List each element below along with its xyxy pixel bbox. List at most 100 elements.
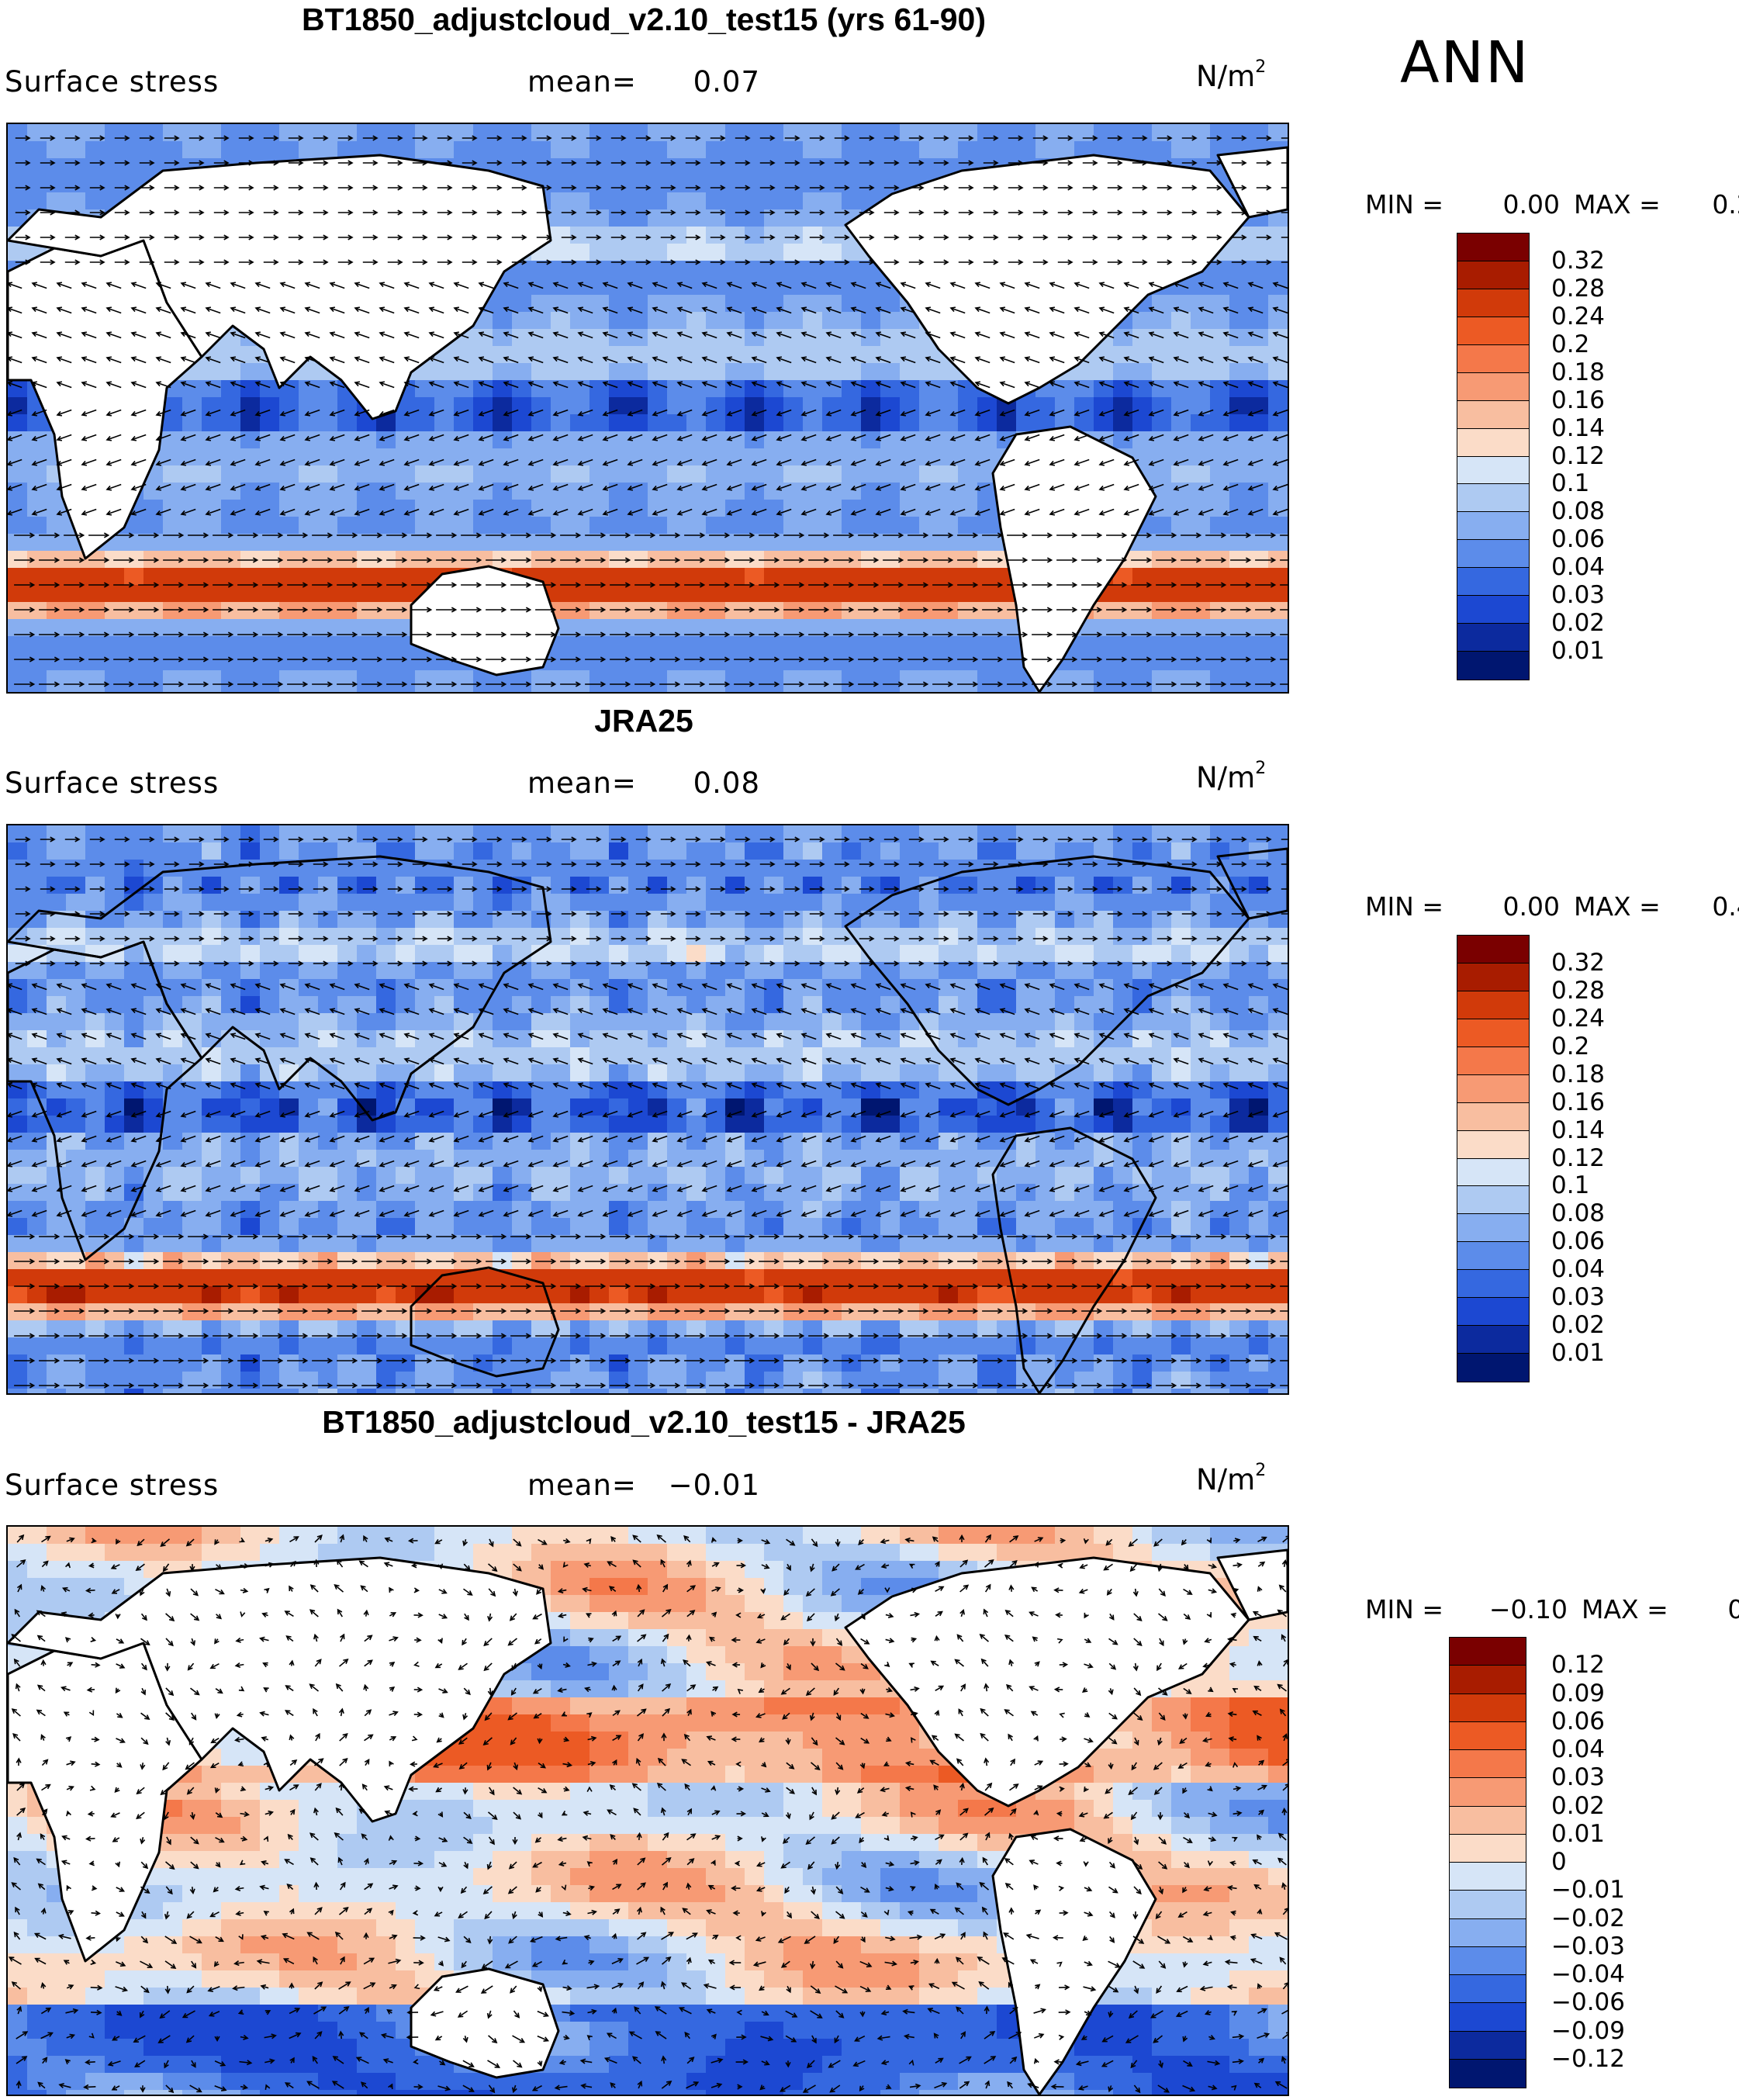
colorbar-tick-label: 0	[1551, 1848, 1567, 1876]
colorbar	[1457, 935, 1530, 1382]
colorbar-tick-label: 0.09	[1551, 1679, 1606, 1707]
colorbar-tick-label: 0.03	[1551, 1283, 1606, 1312]
colorbar-band	[1457, 317, 1529, 345]
colorbar-tick-label: 0.04	[1551, 1735, 1606, 1763]
colorbar-tick-label: 0.08	[1551, 497, 1606, 526]
season-label: ANN	[1400, 29, 1530, 96]
colorbar-tick-label: 0.24	[1551, 302, 1606, 330]
colorbar-tick-label: 0.03	[1551, 581, 1606, 610]
colorbar-band	[1457, 1019, 1529, 1047]
colorbar-tick-label: 0.02	[1551, 1791, 1606, 1820]
colorbar-band	[1457, 400, 1529, 429]
colorbar-band	[1450, 1946, 1526, 1975]
colorbar-tick-label: 0.16	[1551, 386, 1606, 414]
panel-title: BT1850_adjustcloud_v2.10_test15 (yrs 61-…	[302, 2, 986, 37]
colorbar-band	[1457, 1047, 1529, 1075]
colorbar-tick-label: 0.18	[1551, 358, 1606, 386]
colorbar-tick-label: 0.06	[1551, 525, 1606, 554]
colorbar-band	[1450, 1806, 1526, 1835]
colorbar-tick-label: 0.1	[1551, 1171, 1590, 1200]
colorbar-band	[1457, 484, 1529, 513]
colorbar-tick-label: 0.08	[1551, 1199, 1606, 1228]
colorbar-tick-label: −0.12	[1551, 2044, 1625, 2073]
map-obs	[6, 824, 1289, 1395]
colorbar-band	[1450, 1891, 1526, 1919]
colorbar-band	[1457, 289, 1529, 317]
colorbar-band	[1457, 428, 1529, 457]
colorbar-band	[1457, 1242, 1529, 1271]
colorbar-band	[1457, 1354, 1529, 1382]
colorbar-band	[1457, 1214, 1529, 1243]
colorbar-band	[1457, 624, 1529, 652]
colorbar-tick-label: −0.09	[1551, 2016, 1625, 2045]
colorbar-band	[1457, 991, 1529, 1019]
colorbar-band	[1457, 1158, 1529, 1187]
colorbar-band	[1450, 1834, 1526, 1863]
colorbar-band	[1457, 936, 1529, 964]
colorbar-tick-label: 0.06	[1551, 1227, 1606, 1256]
panel-title: BT1850_adjustcloud_v2.10_test15 - JRA25	[322, 1404, 966, 1440]
colorbar-band	[1457, 512, 1529, 541]
colorbar-tick-label: −0.03	[1551, 1932, 1625, 1960]
colorbar-band	[1457, 1270, 1529, 1299]
colorbar-band	[1450, 1778, 1526, 1807]
units-label: N/m2	[1196, 57, 1267, 93]
colorbar-tick-label: 0.2	[1551, 330, 1590, 358]
colorbar	[1457, 233, 1530, 680]
map-model	[6, 123, 1289, 694]
colorbar-band	[1457, 652, 1529, 680]
colorbar-band	[1450, 1918, 1526, 1947]
colorbar-tick-label: 0.03	[1551, 1763, 1606, 1792]
colorbar-band	[1450, 2031, 1526, 2060]
colorbar-band	[1450, 2059, 1526, 2088]
colorbar-band	[1450, 1750, 1526, 1779]
panel-title: JRA25	[594, 703, 693, 739]
field-name: Surface stress	[5, 65, 220, 99]
map-canvas-2	[8, 1527, 1288, 2095]
colorbar-band	[1457, 1130, 1529, 1159]
colorbar-band	[1450, 1863, 1526, 1891]
colorbar-band	[1457, 456, 1529, 485]
colorbar-band	[1457, 596, 1529, 624]
colorbar-band	[1457, 1298, 1529, 1327]
mean-value: 0.08	[693, 766, 760, 800]
colorbar-tick-label: −0.02	[1551, 1904, 1625, 1932]
colorbar-tick-label: 0.06	[1551, 1707, 1606, 1735]
colorbar-band	[1457, 261, 1529, 289]
colorbar-band	[1457, 1074, 1529, 1103]
map-diff	[6, 1525, 1289, 2096]
mean-label: mean=	[527, 65, 637, 99]
colorbar-tick-label: 0.1	[1551, 469, 1590, 498]
colorbar-band	[1457, 540, 1529, 569]
colorbar-tick-label: 0.12	[1551, 441, 1606, 470]
colorbar-band	[1457, 963, 1529, 991]
colorbar-tick-label: 0.14	[1551, 413, 1606, 442]
colorbar-tick-label: 0.32	[1551, 948, 1606, 977]
colorbar-tick-label: −0.01	[1551, 1876, 1625, 1905]
colorbar-tick-label: 0.04	[1551, 1255, 1606, 1284]
colorbar	[1449, 1637, 1526, 2088]
mean-label: mean=	[527, 766, 637, 800]
colorbar-band	[1457, 568, 1529, 597]
map-canvas-0	[8, 124, 1288, 692]
colorbar-tick-label: 0.01	[1551, 1339, 1606, 1368]
colorbar-tick-label: 0.16	[1551, 1088, 1606, 1116]
colorbar-tick-label: 0.28	[1551, 274, 1606, 303]
colorbar-band	[1457, 1102, 1529, 1131]
colorbar-band	[1450, 1975, 1526, 2004]
colorbar-tick-label: 0.04	[1551, 553, 1606, 582]
mean-label: mean=	[527, 1469, 637, 1502]
colorbar-band	[1450, 1666, 1526, 1694]
colorbar-band	[1450, 1693, 1526, 1722]
colorbar-tick-label: 0.01	[1551, 1819, 1606, 1848]
colorbar-tick-label: 0.14	[1551, 1116, 1606, 1144]
colorbar-tick-label: 0.28	[1551, 976, 1606, 1005]
colorbar-tick-label: 0.02	[1551, 1311, 1606, 1340]
colorbar-band	[1450, 1721, 1526, 1750]
field-name: Surface stress	[5, 766, 220, 800]
units-label: N/m2	[1196, 759, 1267, 794]
colorbar-tick-label: 0.02	[1551, 609, 1606, 638]
